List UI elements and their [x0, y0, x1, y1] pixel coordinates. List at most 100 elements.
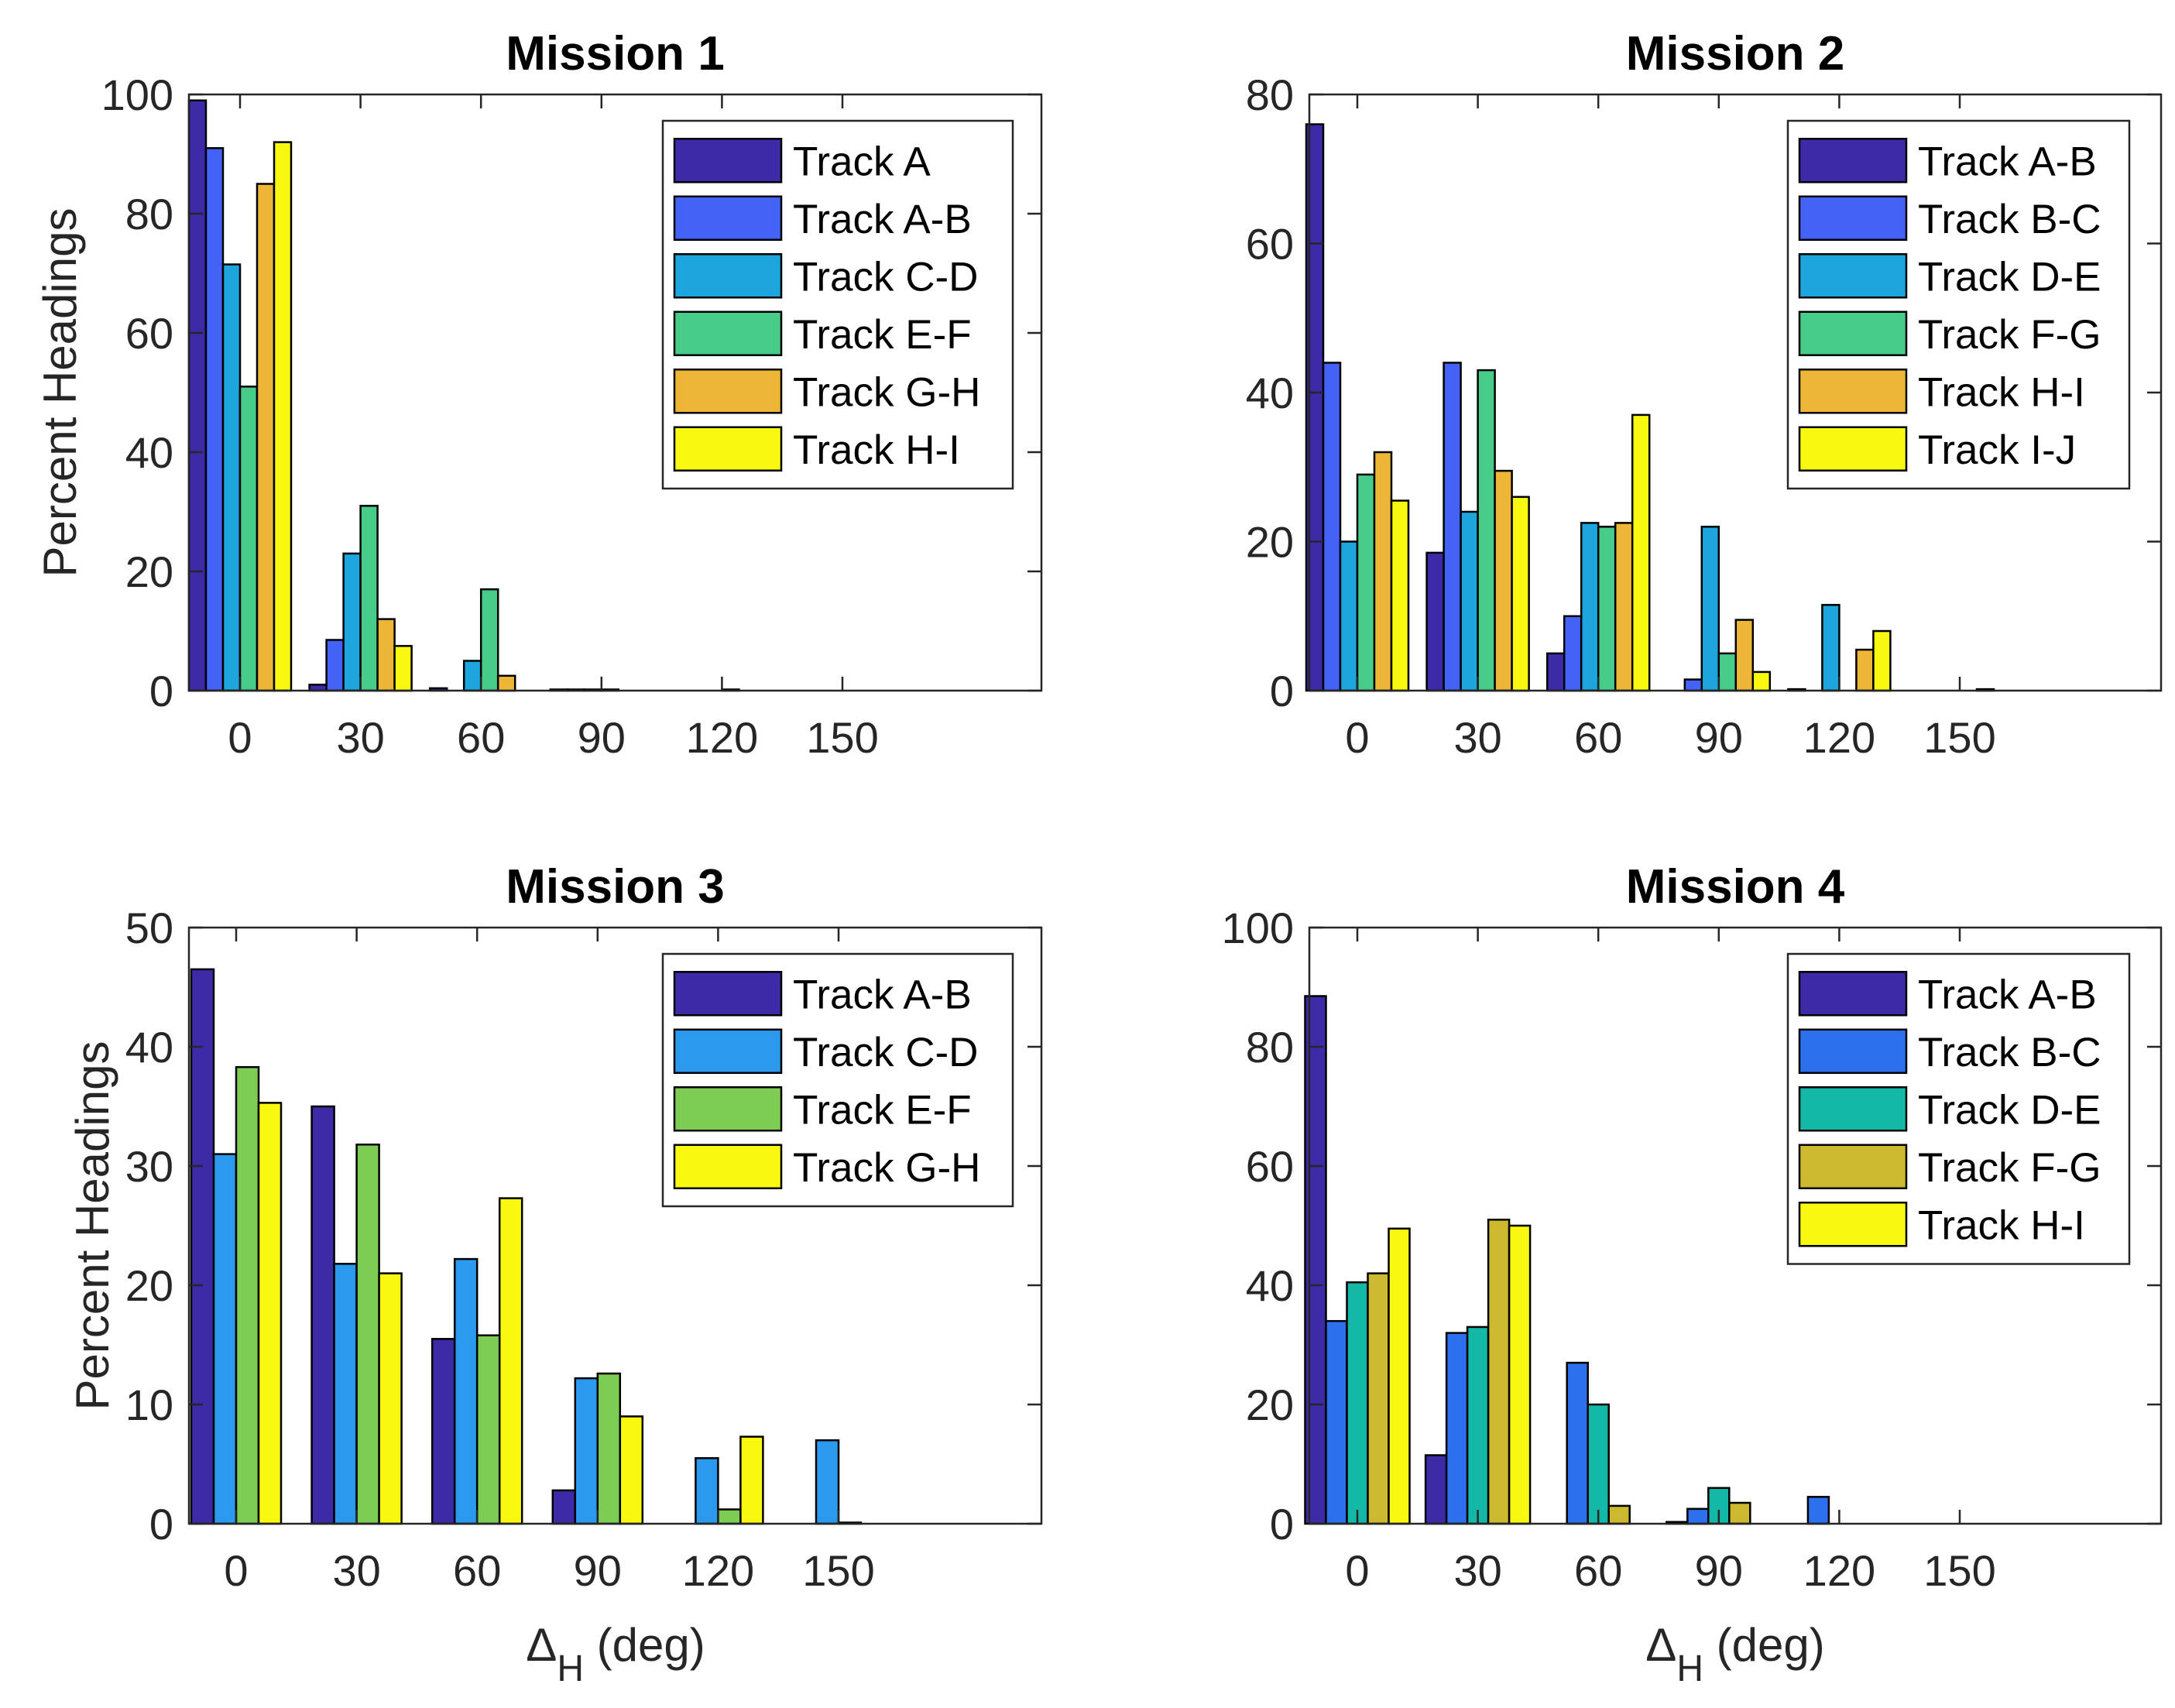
- legend-swatch: [1798, 1202, 1908, 1247]
- y-tick-label: 60: [125, 309, 173, 358]
- legend-swatch: [1798, 426, 1908, 472]
- x-tick-label: 120: [682, 1546, 754, 1595]
- x-tick-label: 0: [228, 713, 252, 762]
- x-tick-label: 90: [1695, 1546, 1743, 1595]
- bar-track-f-g-60: [1607, 1504, 1631, 1525]
- x-tick-label: 120: [1803, 1546, 1875, 1595]
- bar-track-c-d-60: [453, 1257, 479, 1525]
- legend-swatch: [1798, 1028, 1908, 1074]
- legend-label: Track B-C: [1918, 1030, 2101, 1075]
- bar-track-a-b-60: [1545, 652, 1566, 692]
- x-tick-label: 120: [686, 713, 758, 762]
- x-tick-label: 150: [806, 713, 878, 762]
- bar-track-h-i-60: [1614, 522, 1634, 692]
- bar-track-b-c-30: [1443, 362, 1462, 692]
- bar-track-c-d-90: [574, 1377, 599, 1525]
- y-tick-label: 20: [1246, 518, 1294, 567]
- legend-label: Track G-H: [793, 369, 980, 415]
- bar-track-e-f-120: [717, 1508, 742, 1525]
- legend: Track A-B Track C-D Track E-F Track G-H: [661, 952, 1014, 1208]
- bar-track-f-g-30: [1487, 1219, 1511, 1525]
- bar-track-b-c-0: [1322, 362, 1342, 692]
- legend-label: Track C-D: [793, 254, 978, 300]
- bar-track-d-e-0: [1346, 1281, 1369, 1525]
- legend-label: Track C-D: [793, 1030, 978, 1075]
- x-tick-label: 90: [574, 1546, 622, 1595]
- x-tick-label: 30: [336, 713, 384, 762]
- bar-track-b-c-60: [1566, 1361, 1589, 1525]
- legend-swatch: [673, 195, 783, 241]
- bar-track-a-b-30: [310, 1105, 335, 1525]
- bar-track-h-i-30: [1494, 469, 1513, 692]
- y-tick-label: 40: [1246, 369, 1294, 417]
- x-tick-label: 60: [1574, 1546, 1622, 1595]
- chart-title: Mission 2: [1626, 27, 1845, 81]
- bar-track-f-g-60: [1597, 526, 1617, 692]
- bar-track-h-i-0: [1373, 451, 1393, 692]
- bar-track-h-i-0: [1388, 1227, 1411, 1525]
- axes-box: [187, 93, 1043, 692]
- legend-swatch: [673, 971, 783, 1017]
- chart-panel-2: 0 20 40 60 80 0 30 60 90 120 150 Mission 2 Track A-B…: [1246, 27, 2163, 762]
- bar-track-f-g-0: [1367, 1272, 1390, 1525]
- legend-swatch: [1798, 138, 1908, 183]
- legend-label: Track H-I: [1918, 1202, 2085, 1248]
- bar-track-g-h-60: [498, 1197, 523, 1525]
- y-tick-label: 80: [1246, 1023, 1294, 1072]
- bar-track-e-f-0: [235, 1065, 260, 1525]
- chart-panel-1: 0 20 40 60 80 100 0 30 60 90 120 150 Mission 1 Percen…: [34, 27, 1043, 762]
- legend-swatch: [673, 253, 783, 299]
- bar-track-c-d-120: [695, 1457, 719, 1525]
- bar-track-a-b-60: [431, 1338, 456, 1525]
- y-axis-label: Percent Headings: [67, 1041, 118, 1411]
- legend: Track A-B Track B-C Track D-E Track F-G Trac…: [1786, 119, 2131, 490]
- x-axis-label: ΔH (deg): [1645, 1619, 1825, 1689]
- legend-swatch: [673, 1028, 783, 1074]
- legend-swatch: [1798, 1144, 1908, 1189]
- axes-box: [1308, 926, 2163, 1525]
- x-tick-label: 30: [332, 1546, 380, 1595]
- legend-label: Track B-C: [1918, 197, 2101, 242]
- bar-track-b-c-90: [1683, 678, 1703, 692]
- axes-box: [187, 926, 1043, 1525]
- bar-track-a-b-0: [1304, 995, 1327, 1525]
- bar-track-c-d-150: [815, 1439, 840, 1525]
- y-tick-label: 100: [101, 70, 173, 119]
- bar-track-f-g-90: [1717, 652, 1738, 692]
- y-tick-label: 100: [1222, 904, 1294, 952]
- bar-track-d-e-90: [1700, 526, 1720, 692]
- bar-track-d-e-60: [1580, 522, 1600, 692]
- chart-title: Mission 1: [506, 27, 725, 81]
- bar-track-b-c-120: [1806, 1496, 1830, 1525]
- bar-track-i-j-0: [1390, 499, 1410, 692]
- y-tick-label: 40: [125, 1023, 173, 1072]
- legend-label: Track D-E: [1918, 254, 2101, 300]
- bar-track-b-c-60: [1563, 615, 1583, 692]
- legend-swatch: [673, 138, 783, 183]
- x-tick-label: 0: [1345, 1546, 1369, 1595]
- legend-swatch: [1798, 195, 1908, 241]
- bar-track-g-h-30: [378, 1272, 403, 1525]
- x-tick-label: 30: [1453, 1546, 1501, 1595]
- x-tick-label: 0: [1345, 713, 1369, 762]
- bar-track-a-b-30: [1424, 1454, 1448, 1525]
- chart-panel-3: 0 10 20 30 40 50 0 30 60 90 120 150 Mission 3 Percent…: [67, 860, 1043, 1689]
- y-tick-label: 60: [1246, 1142, 1294, 1191]
- bar-track-g-h-0: [256, 183, 276, 692]
- bar-track-e-f-60: [475, 1334, 501, 1525]
- x-tick-label: 60: [457, 713, 505, 762]
- bar-track-b-c-90: [1686, 1507, 1710, 1525]
- legend-label: Track I-J: [1918, 427, 2076, 473]
- x-tick-label: 60: [453, 1546, 501, 1595]
- legend-label: Track H-I: [1918, 369, 2085, 415]
- legend-label: Track G-H: [793, 1145, 980, 1191]
- bar-track-e-f-0: [238, 386, 259, 692]
- x-tick-label: 60: [1574, 713, 1622, 762]
- y-tick-label: 0: [149, 667, 173, 715]
- legend-label: Track A-B: [1918, 972, 2097, 1017]
- bar-track-b-c-30: [1445, 1332, 1469, 1525]
- bar-track-i-j-30: [1511, 496, 1530, 692]
- bar-track-a-b-30: [325, 639, 345, 692]
- bar-track-i-j-60: [1631, 413, 1651, 692]
